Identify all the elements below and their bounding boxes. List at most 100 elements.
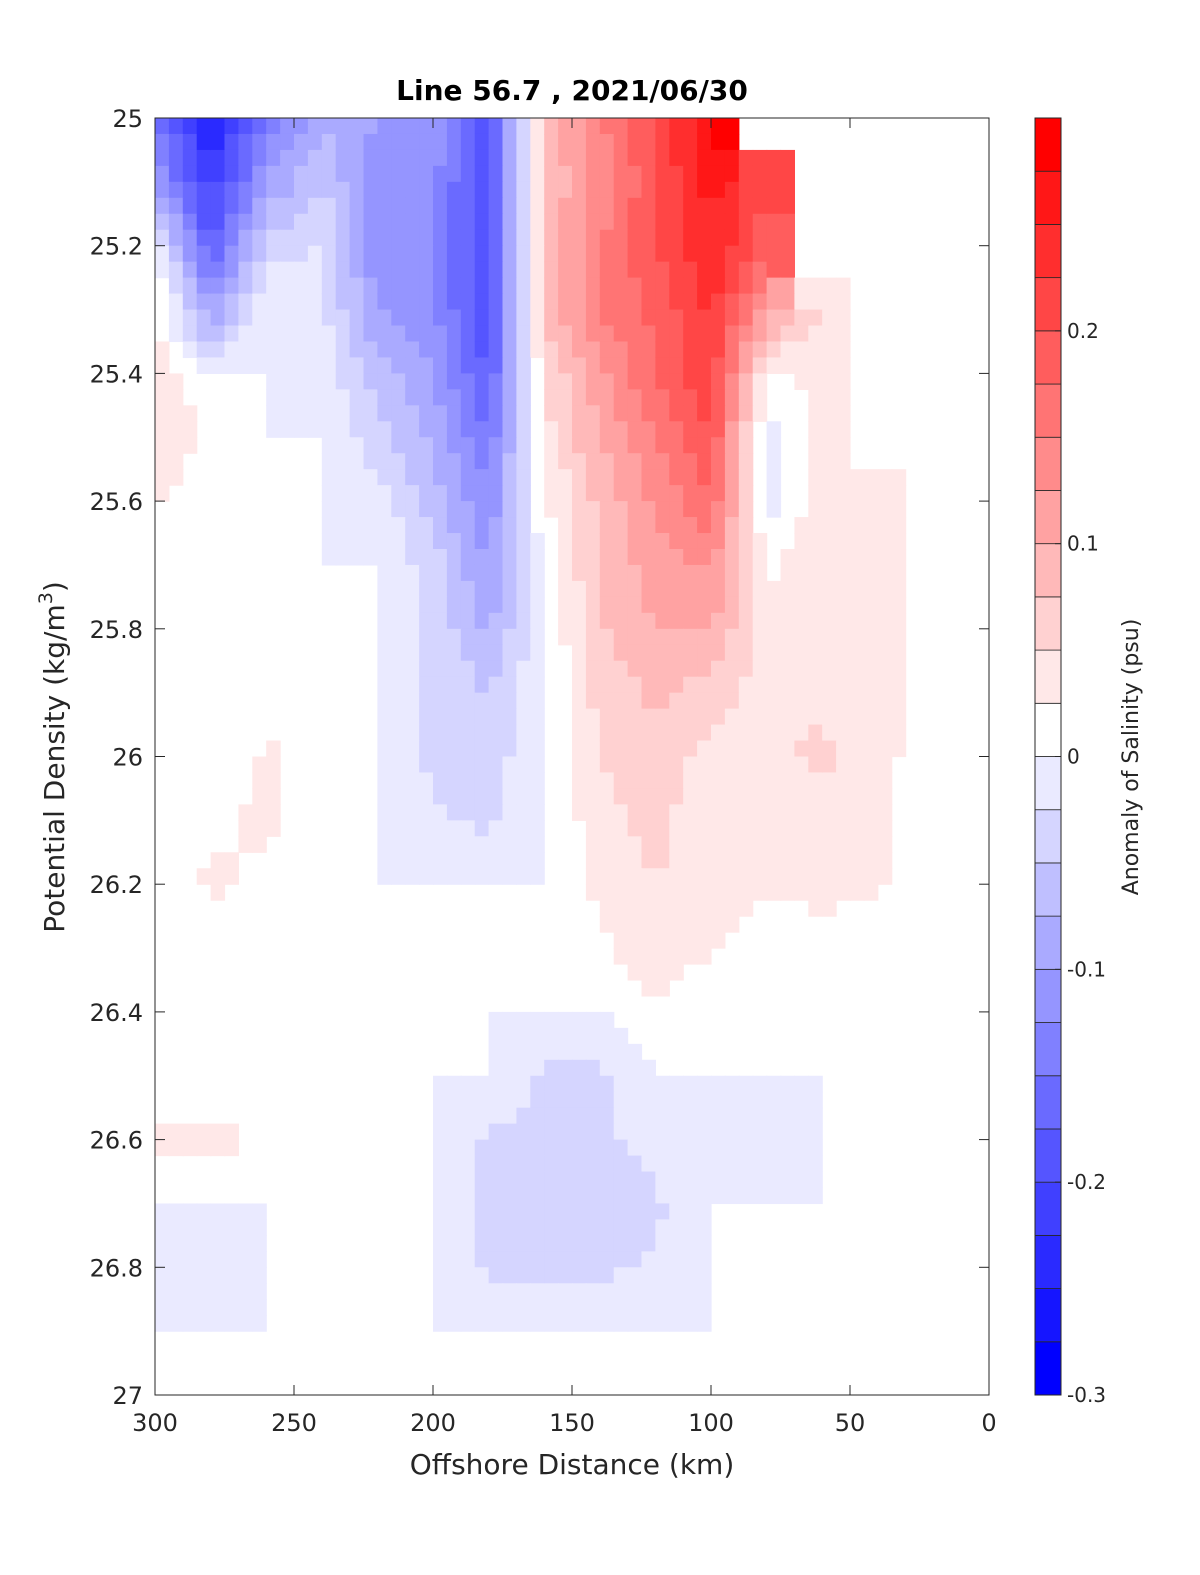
contour-cell	[530, 293, 545, 311]
contour-cell	[419, 405, 434, 422]
contour-cell	[613, 804, 629, 821]
contour-cell	[460, 596, 476, 614]
contour-cell	[502, 756, 517, 774]
contour-cell	[558, 1219, 573, 1236]
contour-cell	[808, 1107, 823, 1125]
contour-cell	[711, 469, 726, 486]
contour-cell	[641, 676, 656, 694]
contour-cell	[572, 676, 587, 694]
y-axis-label: Potential Density (kg/m3)	[35, 581, 71, 933]
contour-cell	[669, 245, 684, 263]
contour-cell	[850, 884, 865, 901]
contour-cell	[182, 165, 198, 183]
contour-cell	[155, 1267, 170, 1284]
contour-cell	[669, 453, 684, 470]
contour-cell	[613, 389, 629, 406]
contour-cell	[613, 1107, 629, 1125]
contour-cell	[641, 979, 656, 997]
contour-cell	[155, 1219, 170, 1236]
contour-cell	[655, 564, 670, 582]
contour-cell	[641, 1235, 656, 1252]
contour-cell	[280, 357, 295, 374]
contour-cell	[321, 325, 337, 343]
contour-cell	[516, 676, 531, 694]
contour-cell	[724, 644, 740, 662]
contour-cell	[752, 756, 768, 774]
contour-cell	[238, 309, 253, 327]
contour-cell	[613, 405, 629, 422]
contour-cell	[210, 868, 226, 885]
contour-cell	[724, 836, 740, 853]
contour-cell	[405, 756, 420, 774]
colorbar-band	[1034, 224, 1062, 279]
contour-cell	[460, 852, 476, 869]
contour-cell	[460, 868, 476, 885]
contour-cell	[766, 325, 782, 343]
contour-cell	[794, 517, 809, 534]
contour-cell	[544, 1267, 559, 1284]
contour-cell	[405, 485, 420, 502]
colorbar-band	[1034, 1075, 1062, 1130]
contour-cell	[766, 1139, 782, 1157]
contour-cell	[613, 788, 629, 805]
contour-cell	[168, 197, 184, 215]
contour-cell	[585, 1011, 601, 1029]
contour-cell	[891, 533, 907, 550]
contour-cell	[836, 373, 851, 390]
contour-cell	[572, 1155, 587, 1173]
contour-cell	[405, 708, 420, 726]
contour-cell	[558, 1139, 573, 1157]
contour-cell	[627, 293, 643, 311]
contour-cell	[627, 501, 643, 518]
contour-cell	[280, 181, 295, 199]
contour-cell	[711, 548, 726, 566]
contour-cell	[446, 517, 462, 534]
contour-cell	[433, 309, 448, 327]
contour-cell	[391, 213, 406, 231]
contour-cell	[683, 1107, 698, 1125]
contour-cell	[863, 469, 879, 486]
contour-cell	[766, 788, 782, 805]
contour-cell	[766, 596, 782, 614]
contour-cell	[182, 293, 198, 311]
contour-cell	[405, 820, 420, 837]
colorbar-band	[1034, 1341, 1062, 1396]
contour-cell	[669, 852, 684, 869]
contour-cell	[502, 501, 517, 518]
contour-cell	[252, 118, 267, 135]
contour-cell	[530, 1091, 545, 1109]
contour-cell	[460, 245, 476, 263]
contour-cell	[474, 1219, 490, 1236]
contour-cell	[419, 213, 434, 231]
contour-cell	[572, 708, 587, 726]
contour-cell	[711, 341, 726, 359]
contour-cell	[530, 245, 545, 263]
contour-cell	[794, 293, 809, 311]
contour-cell	[544, 469, 559, 486]
contour-cell	[224, 1235, 239, 1252]
contour-cell	[307, 197, 323, 215]
contour-cell	[335, 261, 351, 279]
contour-cell	[655, 948, 670, 965]
contour-cell	[599, 628, 615, 646]
contour-cell	[363, 261, 378, 279]
contour-cell	[405, 357, 420, 374]
contour-cell	[738, 868, 754, 885]
contour-cell	[613, 900, 629, 917]
contour-cell	[599, 1203, 615, 1221]
contour-cell	[822, 724, 837, 742]
contour-cell	[460, 1203, 476, 1221]
contour-cell	[391, 325, 406, 343]
contour-cell	[377, 421, 392, 438]
contour-cell	[780, 804, 795, 821]
contour-cell	[697, 149, 712, 167]
contour-cell	[683, 676, 698, 694]
contour-cell	[724, 325, 740, 343]
contour-cell	[585, 501, 601, 518]
contour-cell	[766, 245, 782, 263]
contour-cell	[850, 517, 865, 534]
contour-cell	[655, 964, 670, 981]
contour-cell	[168, 118, 184, 135]
contour-cell	[446, 772, 462, 790]
contour-cell	[599, 1059, 615, 1077]
